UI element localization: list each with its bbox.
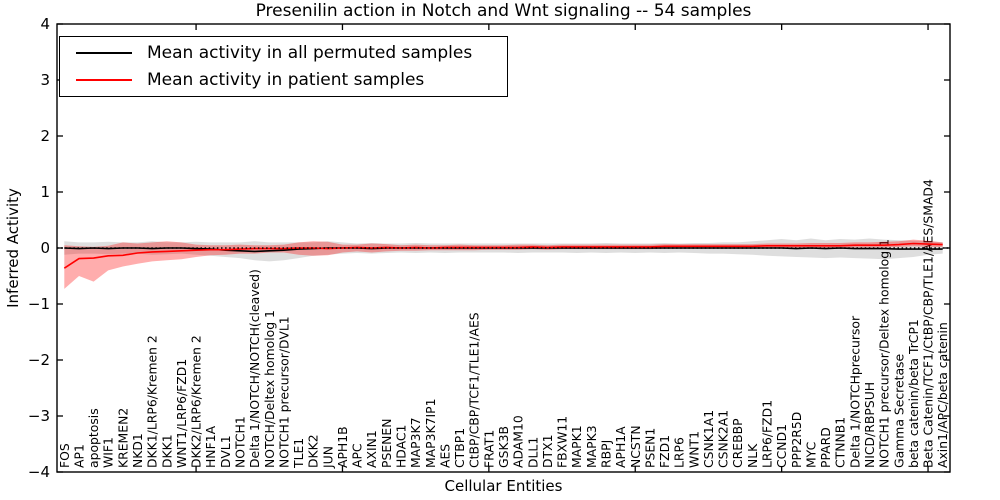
x-tick-label: TLE1 [291, 438, 306, 469]
x-tick-label: FBXW11 [555, 416, 570, 468]
x-tick-label: MAPK3 [584, 425, 599, 468]
legend: Mean activity in all permuted samples Me… [59, 36, 508, 97]
patient-mean-line [63, 242, 943, 269]
y-tick-label: −4 [28, 463, 50, 481]
x-tick-label: DKK2 [306, 434, 321, 468]
x-tick-label: beta catenin/beta TrCP1 [906, 319, 921, 468]
x-tick-label: NLK [745, 443, 760, 468]
x-tick-label: apoptosis [86, 408, 101, 468]
x-tick-label: CREBBP [730, 418, 745, 468]
x-tick-label: LRP6 [672, 437, 687, 468]
legend-entry-patient: Mean activity in patient samples [76, 70, 507, 90]
x-tick-label: Beta Catenin/TCF1/CtBP/CBP/TLE1/AES/SMAD… [921, 179, 936, 468]
x-tick-label: MAP3K7 [408, 417, 423, 468]
x-tick-label: MAP3K7IP1 [423, 398, 438, 468]
x-tick-label: CSNK1A1 [701, 410, 716, 468]
x-tick-label: WNT1/LRP6/FZD1 [174, 359, 189, 468]
x-tick-label: AXIN1 [364, 430, 379, 468]
y-tick-label: 2 [40, 127, 50, 145]
x-tick-label: LRP6/FZD1 [760, 400, 775, 468]
x-tick-label: APC [350, 443, 365, 468]
x-tick-label: FZD1 [657, 435, 672, 468]
x-tick-label: PSENEN [379, 418, 394, 468]
y-tick-label: −2 [28, 351, 50, 369]
x-tick-label: AES [437, 444, 452, 468]
x-tick-label: NOTCH1 precursor/Deltex homolog 1 [877, 239, 892, 468]
x-tick-label: PSEN1 [642, 428, 657, 468]
x-tick-label: AP1 [71, 444, 86, 468]
x-tick-label: PPP2R5D [789, 412, 804, 468]
y-tick-label: 1 [40, 183, 50, 201]
legend-label-patient: Mean activity in patient samples [147, 69, 425, 90]
x-tick-label: ADAM10 [511, 415, 526, 468]
y-tick-label: 3 [40, 71, 50, 89]
x-tick-label: CSNK2A1 [716, 410, 731, 468]
x-tick-label: CtBP/CBP/TCF1/TLE1/AES [467, 312, 482, 468]
x-tick-label: JUN [320, 446, 335, 469]
x-tick-label: KREMEN2 [115, 408, 130, 468]
x-tick-label: HDAC1 [394, 425, 409, 468]
y-tick-label: −3 [28, 407, 50, 425]
x-tick-label: DTX1 [540, 435, 555, 468]
x-tick-label: DVL1 [218, 435, 233, 468]
x-tick-label: RBPJ [598, 440, 613, 468]
x-tick-label: DKK2/LRP6/Kremen 2 [189, 335, 204, 468]
permuted-band [64, 238, 943, 262]
x-tick-label: Axin1/APC/beta catenin [935, 322, 950, 468]
chart-title: Presenilin action in Notch and Wnt signa… [255, 1, 752, 21]
legend-entry-permuted: Mean activity in all permuted samples [76, 43, 507, 63]
x-tick-label: WIF1 [101, 437, 116, 468]
x-tick-label: NOTCH1 [232, 416, 247, 468]
x-tick-label: FOS [57, 443, 72, 468]
y-tick-label: 0 [40, 239, 50, 257]
x-tick-label: CTBP1 [452, 428, 467, 468]
x-tick-label: APH1B [335, 426, 350, 468]
x-tick-label: FRAT1 [481, 430, 496, 468]
x-tick-label: NOTCH/Deltex homolog 1 [262, 310, 277, 468]
patient-line-swatch [76, 78, 132, 81]
patient-band [64, 239, 943, 289]
x-tick-label: Delta 1/NOTCH/NOTCH(cleaved) [247, 269, 262, 468]
permuted-line-swatch [76, 52, 132, 55]
y-tick-label: 4 [40, 15, 50, 33]
x-tick-label: WNT1 [686, 431, 701, 468]
x-tick-label: MYC [803, 442, 818, 468]
x-tick-label: MAPK1 [569, 425, 584, 468]
x-tick-label: PPARD [818, 427, 833, 468]
x-tick-label: NICD/RBPSUH [862, 382, 877, 468]
x-tick-label: GSK3B [496, 426, 511, 468]
x-tick-label: Delta 1/NOTCHprecursor [847, 315, 862, 468]
x-tick-label: APH1A [613, 426, 628, 468]
x-tick-label: Gamma Secretase [891, 354, 906, 468]
legend-label-permuted: Mean activity in all permuted samples [147, 43, 473, 64]
x-tick-label: CTNNB1 [833, 417, 848, 468]
y-tick-label: −1 [28, 295, 50, 313]
x-tick-label: CCND1 [774, 424, 789, 468]
x-tick-label: DLL1 [525, 437, 540, 468]
x-tick-label: HNF1A [203, 425, 218, 468]
x-tick-label: DKK1 [159, 434, 174, 468]
x-tick-label: NOTCH1 precursor/DVL1 [276, 316, 291, 468]
x-tick-label: NCSTN [628, 425, 643, 468]
x-tick-label: DKK1/LRP6/Kremen 2 [145, 335, 160, 468]
x-tick-label: NKD1 [130, 433, 145, 468]
x-axis-label: Cellular Entities [444, 477, 563, 495]
